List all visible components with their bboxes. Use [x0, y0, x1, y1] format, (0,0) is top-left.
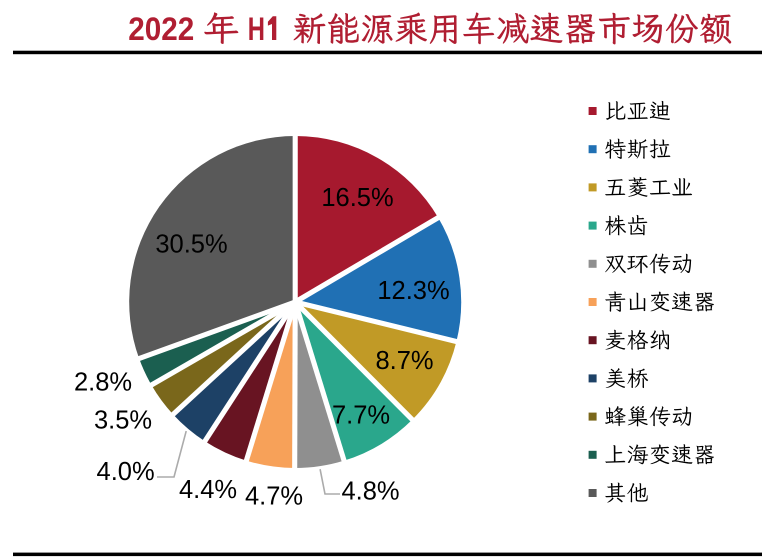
svg-text:7.7%: 7.7% [332, 402, 390, 430]
svg-text:3.5%: 3.5% [94, 407, 152, 435]
svg-text:2022: 2022 [128, 11, 194, 47]
svg-text:4.7%: 4.7% [245, 483, 303, 511]
svg-text:2.8%: 2.8% [74, 369, 132, 397]
svg-text:4.0%: 4.0% [97, 458, 155, 486]
svg-text:8.7%: 8.7% [375, 347, 433, 375]
svg-text:H: H [248, 11, 265, 47]
svg-text:16.5%: 16.5% [321, 184, 393, 212]
svg-text:4.8%: 4.8% [341, 478, 399, 506]
svg-text:12.3%: 12.3% [377, 277, 449, 305]
svg-text:4.4%: 4.4% [179, 476, 237, 504]
svg-text:30.5%: 30.5% [155, 231, 227, 259]
